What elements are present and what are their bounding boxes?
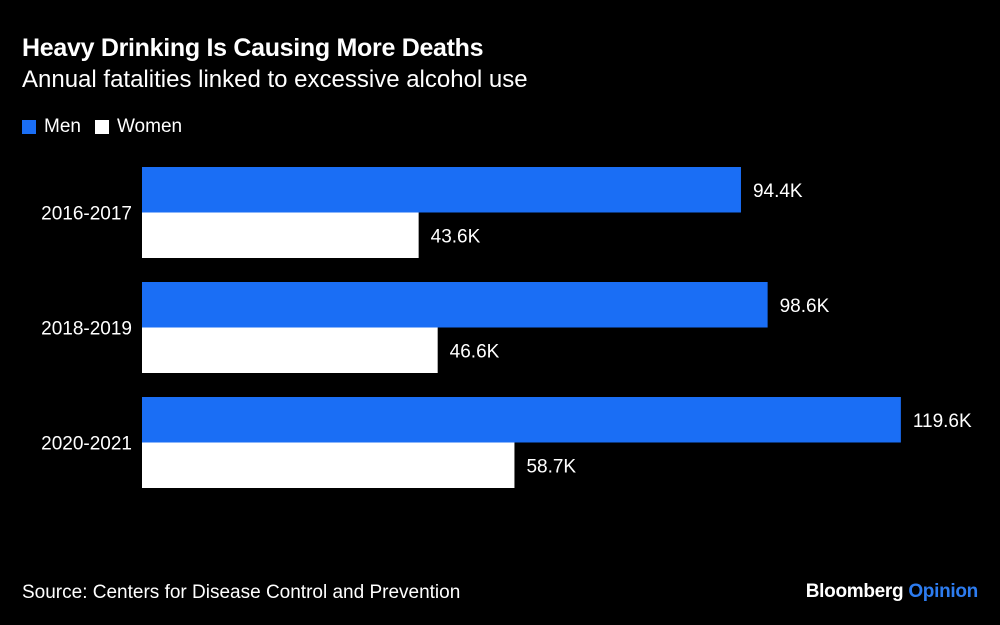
data-label: 94.4K (753, 181, 803, 202)
category-label: 2018-2019 (41, 319, 132, 340)
legend-label-men: Men (44, 116, 81, 137)
data-label: 119.6K (913, 411, 972, 432)
bar-men (142, 282, 768, 328)
data-label: 43.6K (431, 226, 481, 247)
legend-swatch-women (94, 120, 109, 134)
bar-women (142, 327, 438, 373)
legend: Men Women (22, 116, 196, 138)
data-label: 58.7K (526, 456, 576, 477)
bar-men (142, 397, 901, 443)
category-label: 2020-2021 (41, 434, 132, 455)
data-label: 98.6K (780, 296, 830, 317)
legend-item-men: Men (22, 116, 81, 138)
source-note: Source: Centers for Disease Control and … (22, 582, 461, 603)
data-label: 46.6K (450, 341, 500, 362)
logo-brand: Bloomberg (805, 581, 904, 602)
chart-title: Heavy Drinking Is Causing More Deaths (22, 34, 484, 62)
category-label: 2016-2017 (41, 204, 132, 225)
legend-item-women: Women (94, 116, 183, 138)
legend-swatch-men (22, 120, 36, 134)
legend-label-women: Women (116, 116, 183, 137)
bar-women (142, 212, 419, 258)
bar-men (142, 167, 741, 213)
bloomberg-opinion-logo: Bloomberg Opinion (805, 581, 979, 603)
chart-subtitle: Annual fatalities linked to excessive al… (22, 66, 528, 93)
bar-women (142, 442, 515, 488)
logo-product: Opinion (908, 581, 978, 602)
